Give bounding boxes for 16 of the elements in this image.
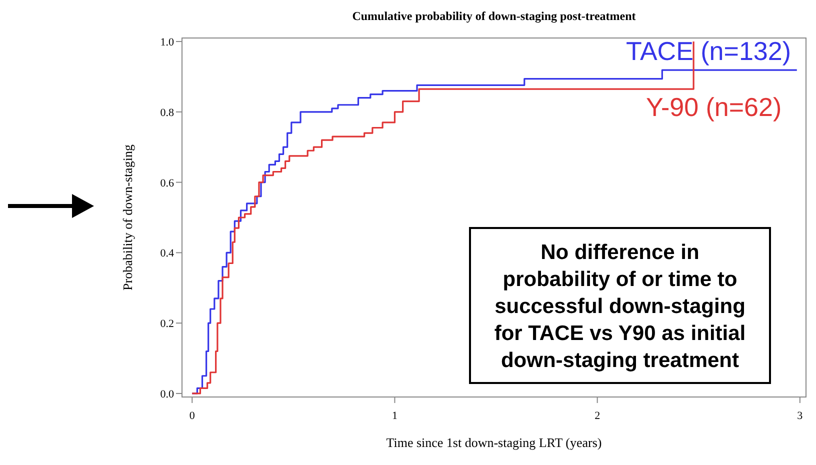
x-tick-label: 0 xyxy=(189,410,196,422)
y-tick-label: 0.6 xyxy=(160,177,174,190)
y-tick-label: 0.2 xyxy=(160,318,174,330)
x-tick-label: 2 xyxy=(594,410,600,422)
series-label: Y-90 (n=62) xyxy=(646,92,782,122)
x-axis-title: Time since 1st down-staging LRT (years) xyxy=(386,435,602,450)
x-tick-label: 3 xyxy=(797,410,804,422)
y-tick-label: 0.0 xyxy=(160,388,174,400)
chart-title: Cumulative probability of down-staging post-treatment xyxy=(352,9,636,23)
x-tick-label: 1 xyxy=(392,410,398,422)
series-label: TACE (n=132) xyxy=(626,36,791,66)
y-tick-label: 1.0 xyxy=(160,36,174,49)
y-tick-label: 0.4 xyxy=(160,248,174,260)
y-axis-title: Probability of down-staging xyxy=(120,144,135,290)
y-tick-label: 0.8 xyxy=(160,106,174,119)
annotation: No difference in probability of or time to successful down-staging for TACE vs Y90 as initial down-staging treatment xyxy=(494,241,746,372)
